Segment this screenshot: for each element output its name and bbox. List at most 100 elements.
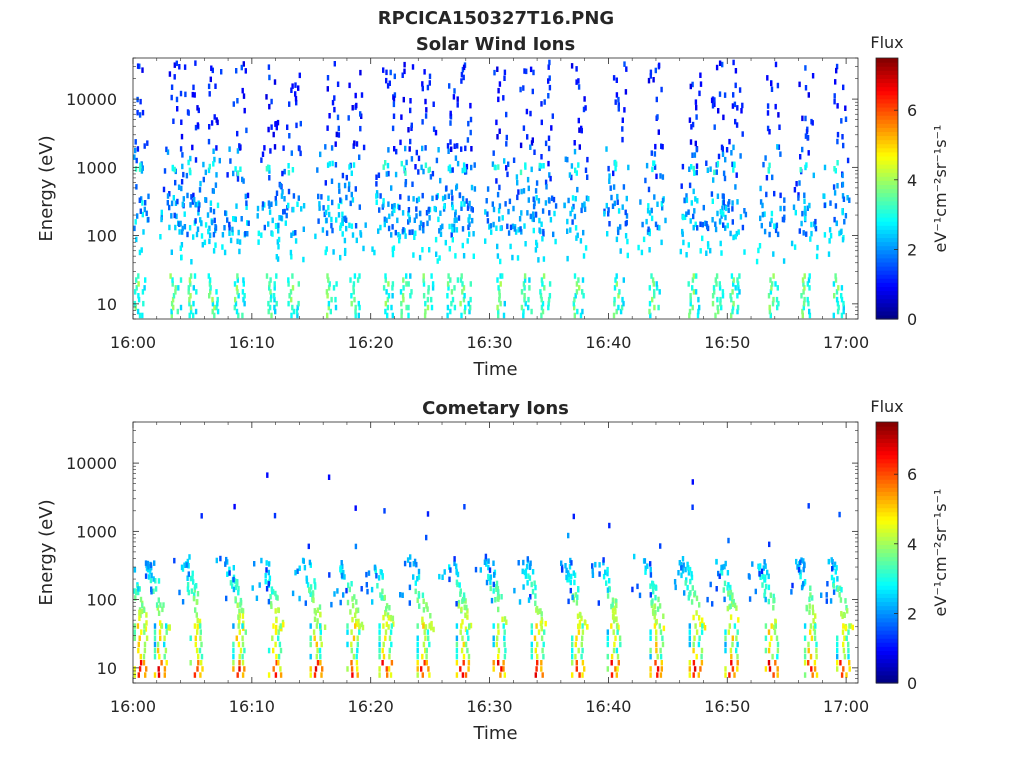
heatmap-cell bbox=[232, 101, 235, 107]
heatmap-cell bbox=[192, 300, 195, 307]
heatmap-cell bbox=[269, 593, 272, 600]
heatmap-cell bbox=[268, 304, 272, 311]
heatmap-cell bbox=[661, 174, 665, 180]
heatmap-cell bbox=[141, 312, 144, 319]
heatmap-cell bbox=[792, 204, 796, 210]
heatmap-cell bbox=[836, 653, 839, 660]
heatmap-cell bbox=[143, 641, 147, 648]
heatmap-cell bbox=[463, 504, 466, 510]
colorbar-step bbox=[876, 564, 898, 570]
heatmap-cell bbox=[380, 569, 383, 576]
heatmap-cell bbox=[516, 194, 519, 201]
heatmap-cell bbox=[237, 641, 241, 648]
heatmap-cell bbox=[207, 83, 211, 90]
heatmap-cell bbox=[138, 166, 142, 172]
heatmap-cell bbox=[427, 289, 430, 295]
heatmap-cell bbox=[685, 211, 688, 217]
heatmap-cell bbox=[354, 505, 357, 511]
heatmap-cell bbox=[326, 312, 329, 319]
heatmap-cell bbox=[397, 232, 400, 238]
heatmap-cell bbox=[398, 233, 402, 240]
heatmap-cell bbox=[136, 96, 139, 103]
heatmap-cell bbox=[532, 69, 535, 76]
heatmap-cell bbox=[415, 197, 419, 204]
heatmap-cell bbox=[325, 289, 329, 295]
heatmap-cell bbox=[384, 629, 388, 635]
heatmap-cell bbox=[836, 183, 839, 189]
heatmap-cell bbox=[382, 285, 386, 291]
heatmap-cell bbox=[828, 238, 831, 244]
heatmap-cell bbox=[378, 666, 381, 672]
heatmap-cell bbox=[653, 289, 656, 295]
heatmap-cell bbox=[189, 281, 192, 287]
heatmap-cell bbox=[763, 588, 767, 595]
heatmap-cell bbox=[736, 277, 739, 283]
heatmap-cell bbox=[168, 71, 172, 77]
heatmap-cell bbox=[212, 188, 215, 194]
heatmap-cell bbox=[805, 231, 808, 237]
heatmap-cell bbox=[267, 300, 270, 307]
heatmap-cell bbox=[468, 231, 471, 237]
heatmap-cell bbox=[280, 215, 283, 221]
heatmap-cell bbox=[540, 101, 543, 107]
heatmap-cell bbox=[654, 221, 658, 228]
heatmap-cell bbox=[497, 647, 501, 654]
heatmap-cell bbox=[181, 152, 184, 158]
heatmap-cell bbox=[272, 131, 275, 138]
heatmap-cell bbox=[188, 277, 192, 283]
heatmap-cell bbox=[193, 672, 197, 678]
heatmap-cell bbox=[544, 200, 548, 206]
heatmap-cell bbox=[156, 605, 159, 611]
heatmap-cell bbox=[309, 653, 312, 660]
heatmap-cell bbox=[772, 672, 775, 678]
heatmap-cell bbox=[360, 586, 363, 592]
colorbar-step bbox=[876, 139, 898, 145]
heatmap-cell bbox=[467, 224, 470, 231]
heatmap-cell bbox=[718, 91, 722, 97]
heatmap-cell bbox=[587, 196, 590, 202]
heatmap-cell bbox=[573, 273, 577, 279]
heatmap-cell bbox=[653, 164, 657, 170]
heatmap-cell bbox=[467, 120, 470, 127]
heatmap-cell bbox=[540, 154, 543, 160]
heatmap-cell bbox=[242, 620, 245, 626]
heatmap-cell bbox=[846, 157, 850, 164]
heatmap-cell bbox=[720, 564, 723, 571]
heatmap-cell bbox=[622, 277, 625, 283]
heatmap-cell bbox=[345, 225, 348, 232]
heatmap-cell bbox=[530, 581, 533, 588]
heatmap-cell bbox=[716, 193, 720, 199]
heatmap-cell bbox=[175, 60, 178, 67]
heatmap-cell bbox=[547, 78, 550, 84]
heatmap-cell bbox=[430, 625, 433, 631]
heatmap-cell bbox=[729, 293, 732, 299]
heatmap-cell bbox=[647, 226, 650, 232]
heatmap-cell bbox=[418, 603, 421, 609]
x-tick-label: 16:50 bbox=[704, 697, 750, 716]
heatmap-cell bbox=[807, 503, 810, 509]
heatmap-cell bbox=[580, 641, 583, 648]
heatmap-cell bbox=[176, 308, 179, 315]
heatmap-cell bbox=[149, 577, 153, 584]
heatmap-cell bbox=[693, 152, 697, 158]
colorbar-step bbox=[876, 450, 898, 456]
heatmap-cell bbox=[266, 472, 269, 478]
heatmap-cell bbox=[567, 577, 571, 583]
heatmap-cell bbox=[228, 570, 231, 576]
heatmap-cell bbox=[277, 607, 280, 614]
heatmap-cell bbox=[575, 281, 579, 287]
heatmap-cell bbox=[713, 124, 716, 130]
heatmap-cell bbox=[522, 308, 525, 315]
colorbar-step bbox=[876, 233, 898, 239]
heatmap-cell bbox=[523, 293, 526, 299]
heatmap-cell bbox=[145, 210, 148, 217]
heatmap-cell bbox=[526, 580, 529, 586]
heatmap-cell bbox=[268, 74, 271, 81]
heatmap-cell bbox=[390, 660, 394, 666]
colorbar-step bbox=[876, 70, 898, 75]
heatmap-cell bbox=[320, 672, 323, 678]
heatmap-cell bbox=[450, 289, 454, 295]
heatmap-cell bbox=[836, 300, 840, 307]
heatmap-cell bbox=[334, 304, 338, 311]
heatmap-cell bbox=[843, 219, 846, 225]
